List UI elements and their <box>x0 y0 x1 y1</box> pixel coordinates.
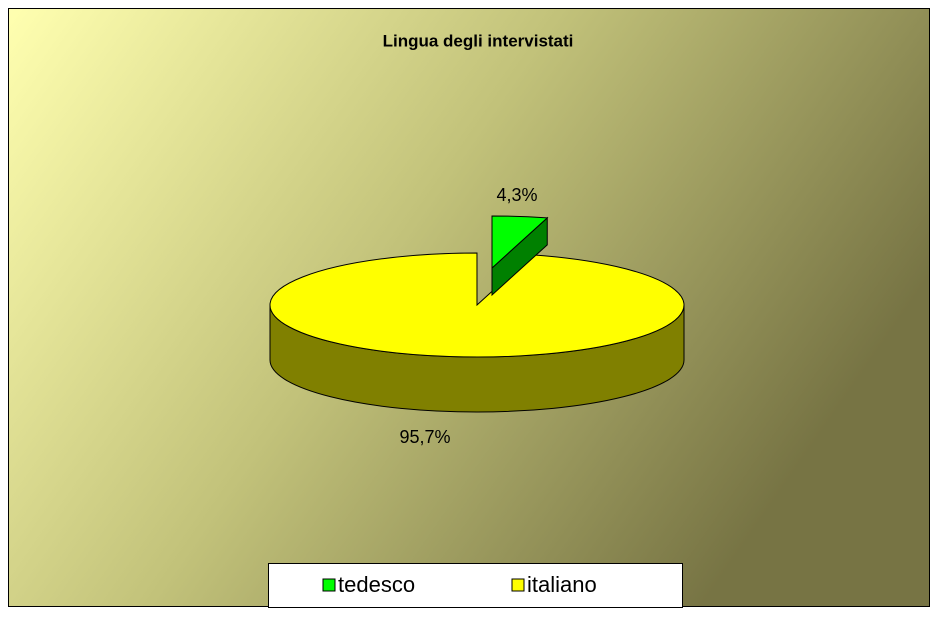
legend-label: italiano <box>527 572 597 597</box>
data-label: 4,3% <box>496 185 537 205</box>
pie-slice <box>269 252 685 358</box>
legend <box>268 563 683 608</box>
legend-swatch <box>322 578 336 592</box>
pie <box>269 215 685 413</box>
legend-items: tedesco italiano <box>322 572 597 597</box>
legend-label: tedesco <box>338 572 415 597</box>
data-label: 95,7% <box>399 427 450 447</box>
pie-slice <box>491 215 549 270</box>
chart-title: Lingua degli intervistati <box>383 31 574 50</box>
legend-swatch <box>511 578 525 592</box>
